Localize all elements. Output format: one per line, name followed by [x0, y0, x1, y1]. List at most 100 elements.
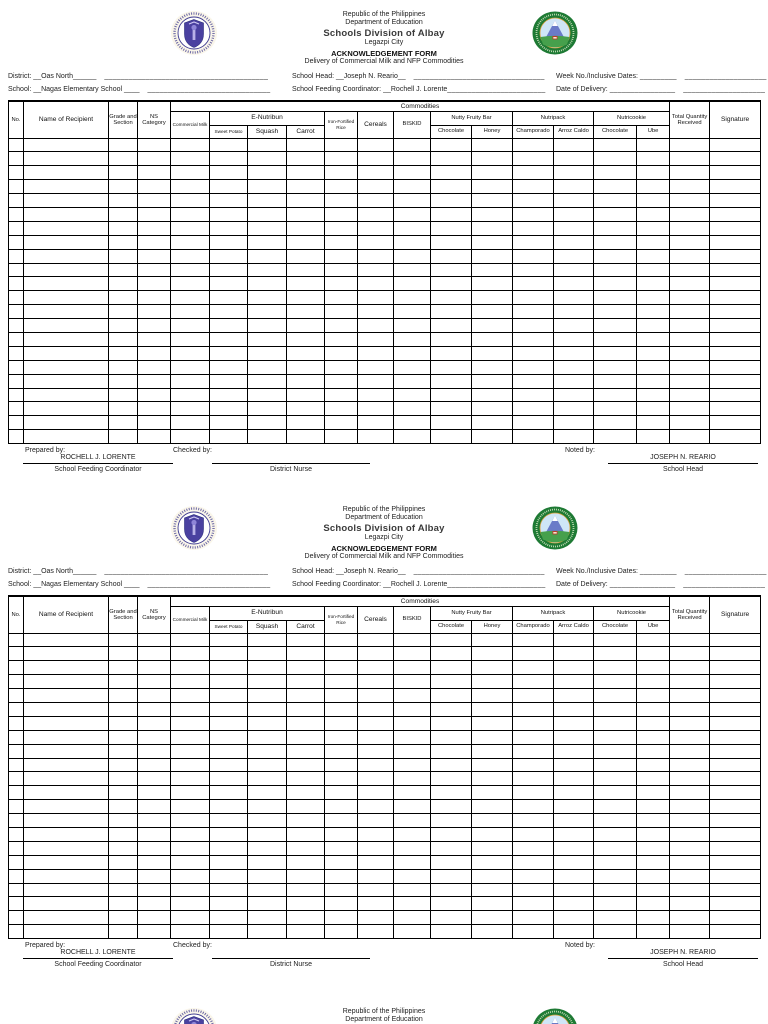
empty-cell [286, 854, 325, 870]
empty-cell [137, 854, 171, 870]
week-blank-line-1: _________ [639, 73, 677, 80]
empty-cell [512, 646, 554, 662]
school-field: School: __Nagas Elementary School ____ __… [8, 86, 290, 93]
empty-cell [393, 813, 431, 828]
empty-recipient-row [8, 674, 762, 690]
empty-cell [471, 206, 513, 222]
empty-cell [8, 924, 24, 940]
empty-cell [357, 206, 394, 222]
empty-cell [393, 248, 431, 264]
empty-cell [286, 387, 325, 403]
empty-cell [286, 331, 325, 347]
empty-cell [553, 729, 594, 745]
empty-cell [23, 193, 109, 208]
empty-cell [709, 757, 762, 773]
prepared-by-role: School Feeding Coordinator [54, 961, 142, 968]
group-header-nutripack: Nutripack [512, 110, 594, 126]
empty-cell [669, 331, 711, 347]
empty-cell [108, 715, 138, 731]
empty-cell [108, 179, 138, 195]
empty-cell [247, 715, 287, 731]
empty-cell [137, 771, 171, 787]
empty-cell [209, 910, 248, 926]
empty-cell [471, 799, 513, 815]
letterhead-republic: Republic of the Philippines [342, 11, 426, 18]
empty-cell [23, 632, 109, 648]
empty-cell [324, 234, 358, 250]
letterhead-department: Department of Education [345, 19, 423, 27]
empty-cell [512, 151, 554, 167]
empty-cell [709, 165, 762, 181]
empty-recipient-row [8, 701, 762, 717]
empty-cell [23, 318, 109, 333]
empty-cell [393, 910, 431, 926]
empty-cell [512, 248, 554, 264]
empty-cell [137, 276, 171, 292]
empty-cell [324, 415, 358, 431]
empty-cell [108, 799, 138, 815]
empty-cell [286, 276, 325, 292]
empty-cell [669, 373, 711, 389]
empty-cell [209, 262, 248, 278]
col-header-cereals: Cereals [357, 605, 394, 634]
empty-cell [170, 757, 210, 773]
empty-cell [430, 345, 472, 361]
school-head-field: School Head: __Joseph N. Reario__ _______… [292, 568, 554, 575]
delivery-label: Date of Delivery: [556, 86, 608, 93]
empty-recipient-row [8, 345, 762, 361]
empty-cell [286, 882, 325, 898]
empty-cell [393, 771, 431, 787]
empty-cell [137, 674, 171, 690]
sfc-blank-line: ________________________ [447, 86, 546, 93]
empty-cell [108, 304, 138, 320]
empty-cell [553, 165, 594, 181]
empty-cell [23, 840, 109, 856]
empty-cell [553, 401, 594, 417]
empty-recipient-row [8, 799, 762, 815]
empty-cell [512, 674, 554, 690]
empty-cell [8, 318, 24, 333]
empty-cell [593, 660, 637, 676]
empty-recipient-row [8, 137, 762, 153]
col-header-commercial-milk: Commercial Milk [170, 605, 210, 634]
empty-cell [247, 771, 287, 787]
empty-recipient-row [8, 785, 762, 801]
empty-cell [593, 304, 637, 320]
empty-cell [393, 331, 431, 347]
empty-cell [553, 868, 594, 884]
empty-cell [23, 165, 109, 181]
empty-cell [393, 151, 431, 167]
col-header-biskid: BISKID [393, 605, 431, 634]
empty-cell [137, 813, 171, 828]
empty-cell [137, 660, 171, 676]
empty-cell [286, 840, 325, 856]
empty-cell [23, 429, 109, 445]
form-letterhead: Republic of the Philippines Department o… [234, 11, 534, 66]
empty-cell [471, 193, 513, 208]
school-head-label: School Head: [292, 568, 335, 575]
empty-cell [247, 165, 287, 181]
empty-cell [357, 715, 394, 731]
empty-cell [357, 262, 394, 278]
empty-cell [635, 882, 671, 898]
col-header-no: No. [8, 595, 24, 634]
empty-cell [512, 868, 554, 884]
info-row-2: School: __Nagas Elementary School ____ __… [8, 581, 765, 594]
empty-recipient-row [8, 882, 762, 898]
empty-cell [669, 151, 711, 167]
empty-cell [471, 165, 513, 181]
empty-cell [430, 248, 472, 264]
empty-cell [593, 688, 637, 703]
empty-cell [669, 910, 711, 926]
empty-cell [23, 179, 109, 195]
empty-cell [23, 868, 109, 884]
empty-cell [430, 401, 472, 417]
empty-cell [209, 813, 248, 828]
empty-cell [471, 248, 513, 264]
col-header-biskid: BISKID [393, 110, 431, 139]
empty-cell [669, 387, 711, 403]
empty-cell [247, 799, 287, 815]
empty-cell [324, 826, 358, 842]
empty-cell [635, 429, 671, 445]
